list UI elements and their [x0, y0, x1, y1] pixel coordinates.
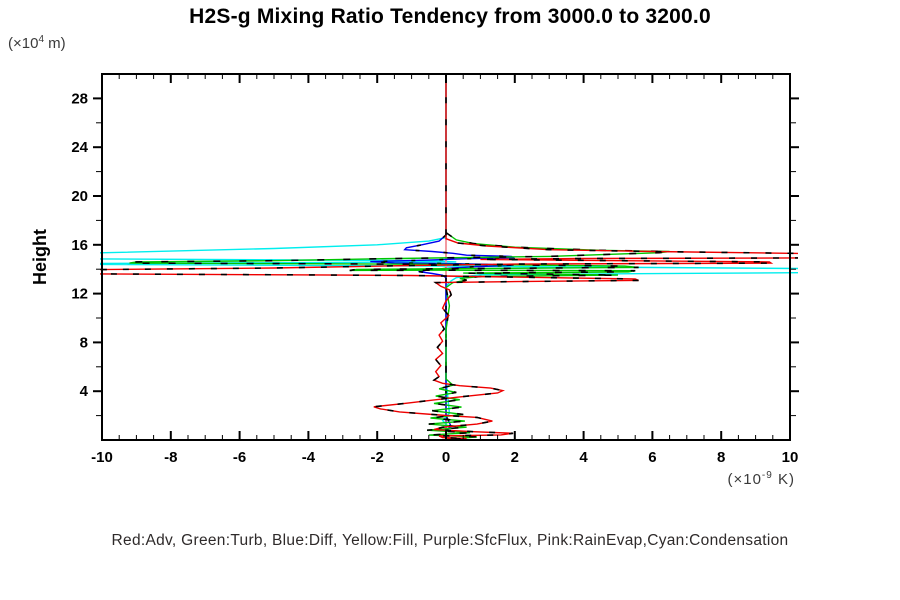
x-tick-label: 0: [442, 449, 450, 466]
x-unit-exponent: -9: [761, 470, 773, 481]
x-unit-suffix: K): [772, 471, 795, 488]
y-tick-label: 16: [71, 237, 88, 254]
series-line-turb: [129, 232, 670, 441]
x-tick-label: 4: [579, 449, 588, 466]
y-tick-label: 24: [71, 139, 88, 156]
y-tick-label: 8: [80, 334, 88, 351]
x-tick-label: -8: [164, 449, 177, 466]
x-tick-label: -2: [371, 449, 384, 466]
y-tick-label: 4: [80, 383, 89, 400]
y-tick-label: 28: [71, 90, 88, 107]
y-unit-suffix: m): [44, 35, 66, 52]
x-tick-label: 2: [511, 449, 519, 466]
y-tick-label: 20: [71, 188, 88, 205]
series-line-adv-black-dash: [100, 75, 798, 441]
x-tick-label: -4: [302, 449, 316, 466]
x-unit-prefix: (×10: [727, 471, 762, 488]
chart-title: H2S-g Mixing Ratio Tendency from 3000.0 …: [189, 5, 711, 28]
x-axis-unit-label: (×10-9 K): [560, 470, 795, 488]
legend-text: Red:Adv, Green:Turb, Blue:Diff, Yellow:F…: [111, 532, 789, 549]
x-tick-label: 8: [717, 449, 725, 466]
y-unit-prefix: (×10: [8, 35, 39, 52]
x-tick-label: -10: [91, 449, 113, 466]
y-tick-label: 12: [71, 286, 88, 303]
x-tick-label: 6: [648, 449, 656, 466]
x-tick-label: -6: [233, 449, 246, 466]
y-axis-unit-label: (×104 m): [8, 34, 66, 52]
y-unit-exponent: 4: [38, 34, 45, 45]
series-line-diff-black-dash: [370, 234, 516, 440]
x-tick-label: 10: [782, 449, 799, 466]
